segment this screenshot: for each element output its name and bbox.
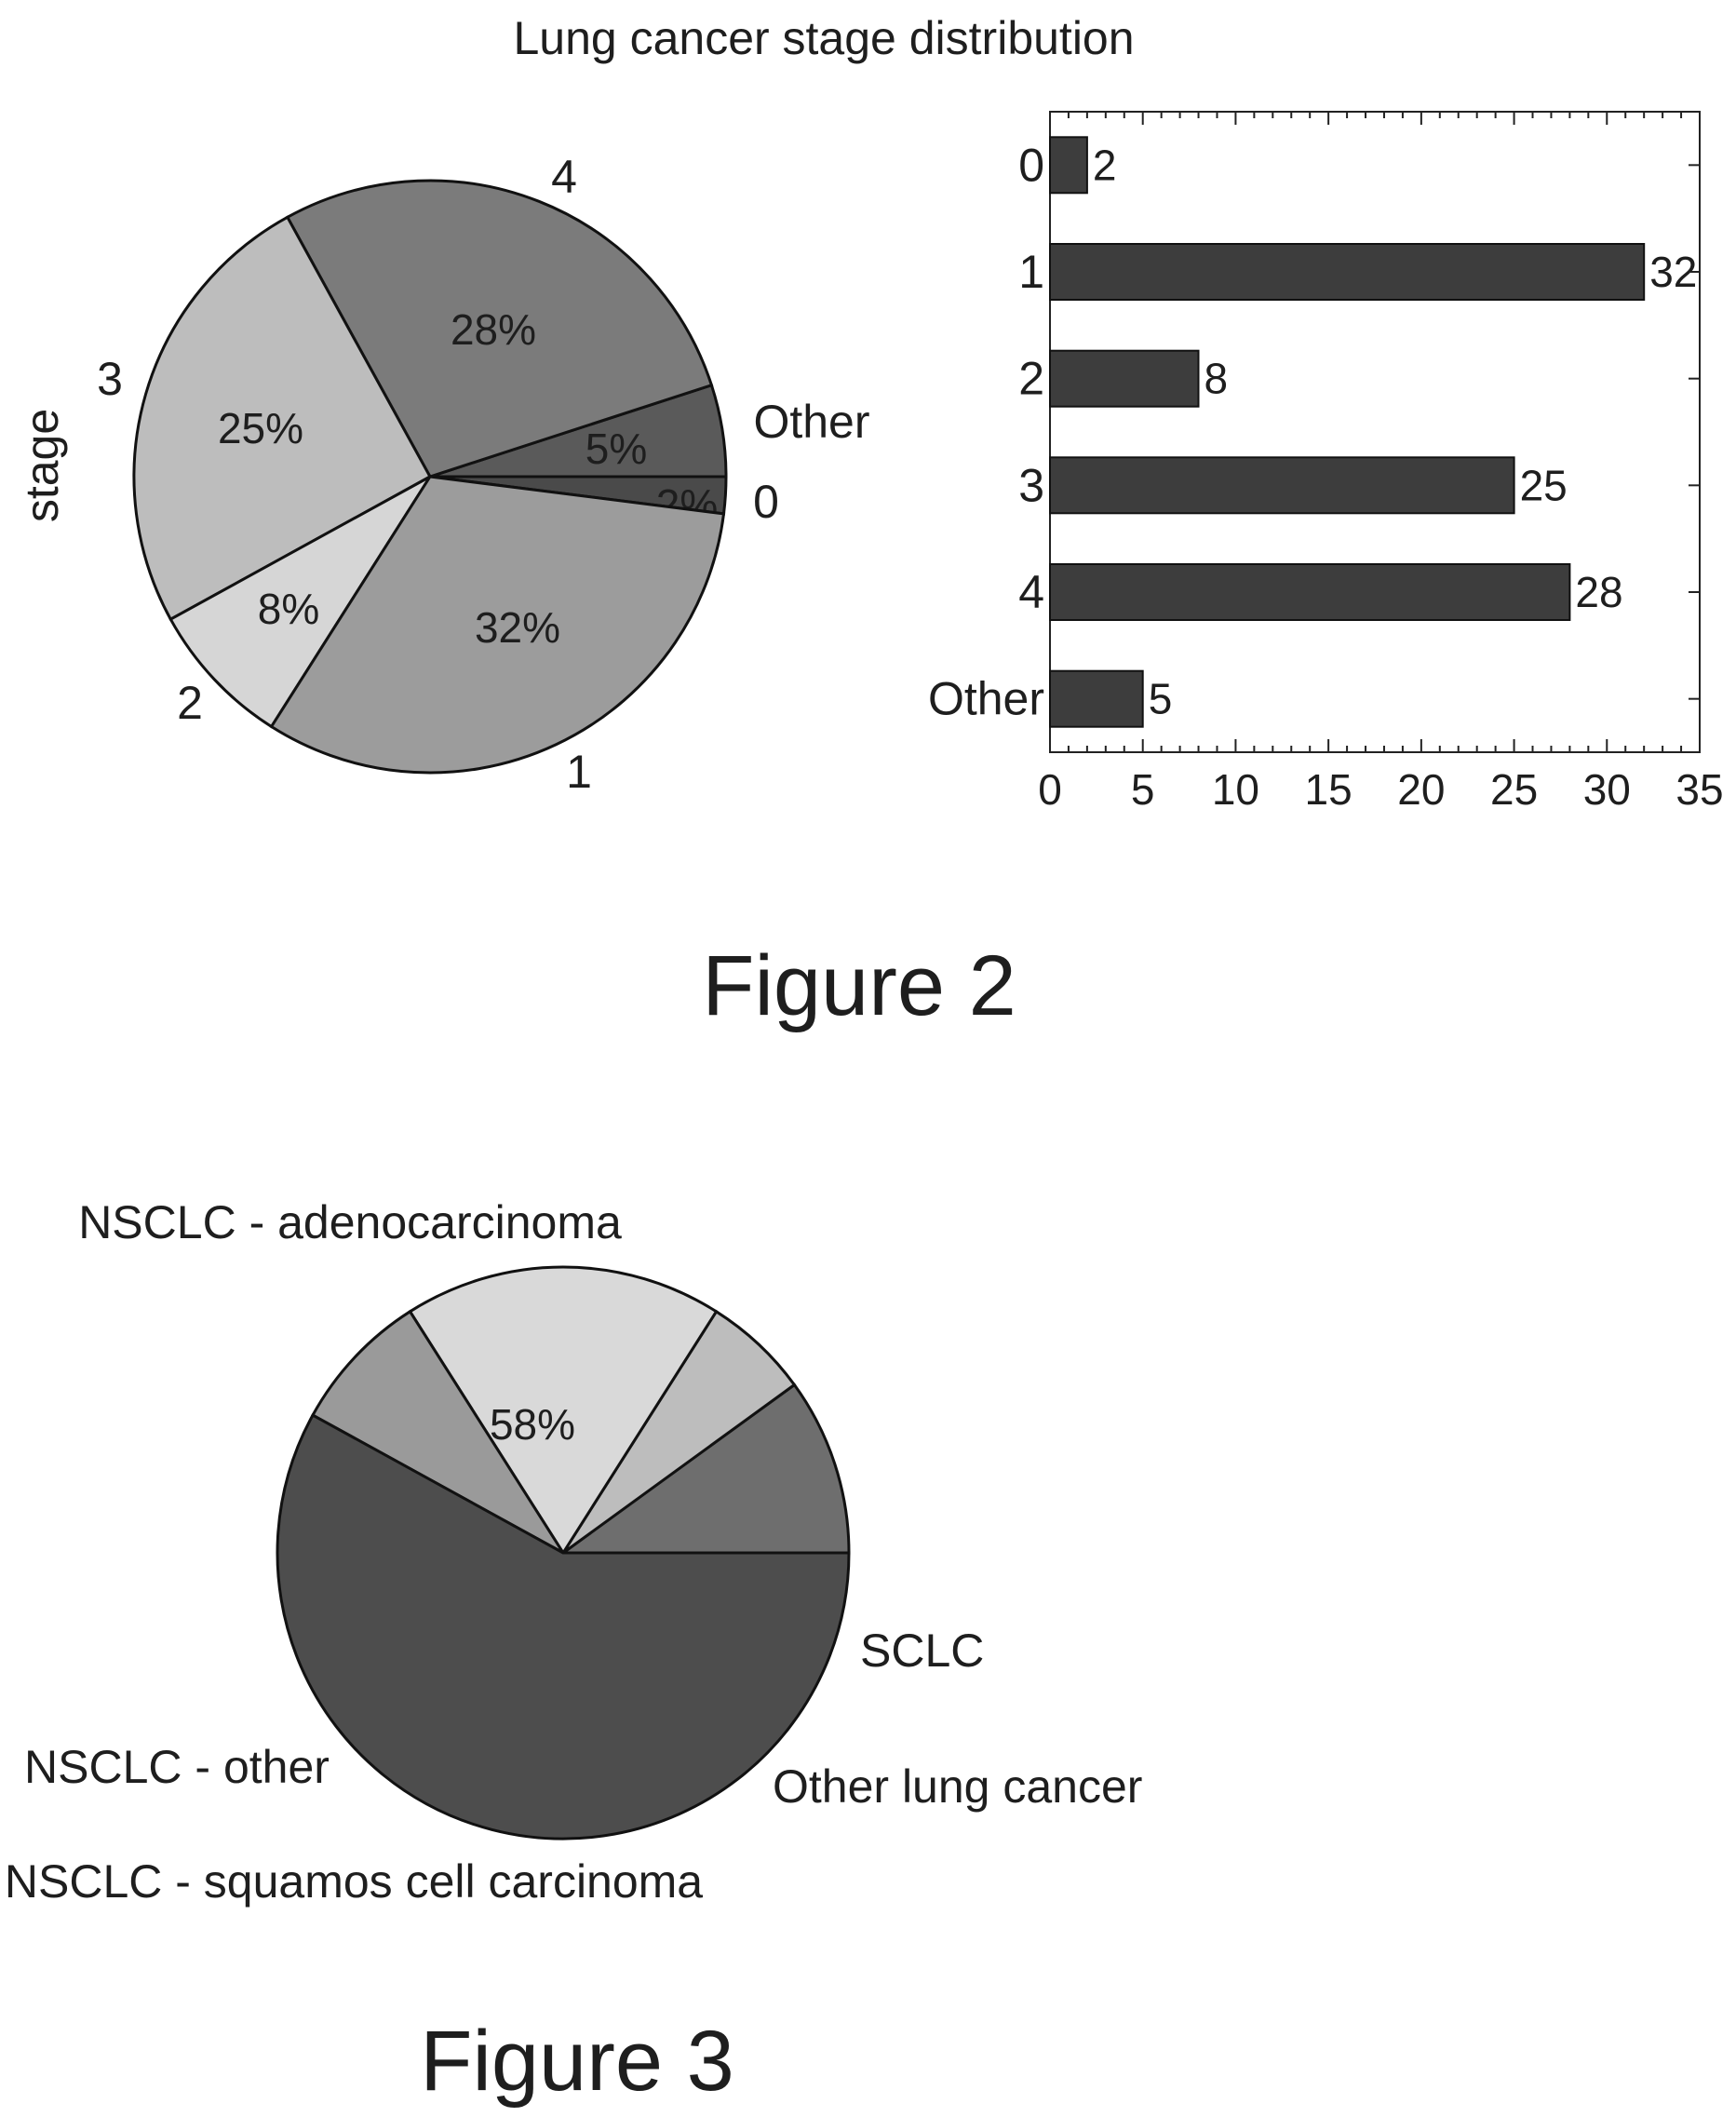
fig2-bar-category-1: 1	[1018, 246, 1044, 298]
fig2-bar-category-other: Other	[928, 673, 1044, 725]
fig3-slice-sclc	[558, 1382, 851, 1555]
fig2-bar-category-3: 3	[1018, 459, 1044, 511]
fig3-slice-label-nsclc-other: NSCLC - other	[24, 1741, 330, 1793]
fig2-slice-label-3: 3	[97, 353, 123, 405]
fig2-bar-category-2: 2	[1018, 353, 1044, 405]
fig2-pct-label-2: 8%	[258, 585, 319, 633]
fig2-bar-value-3: 25	[1520, 461, 1568, 509]
fig2-bar-x-tick-label-25: 25	[1490, 765, 1538, 814]
fig2-bar-other	[1049, 669, 1144, 728]
fig3-slice-label-nsclc-squamos-cell-carcinoma: NSCLC - squamos cell carcinoma	[5, 1855, 703, 1908]
fig3-slice-nsclc-squamos-cell-carcinoma	[408, 1265, 719, 1556]
figure3-caption: Figure 3	[420, 2014, 734, 2109]
fig2-bar-2	[1049, 349, 1200, 408]
fig2-bar-1	[1049, 243, 1646, 301]
fig2-bar-x-tick-label-20: 20	[1397, 765, 1445, 814]
figure2-caption: Figure 2	[702, 938, 1016, 1033]
fig2-slice-label-2: 2	[177, 677, 203, 729]
fig3-slice-label-other-lung-cancer: Other lung cancer	[773, 1760, 1142, 1813]
fig2-slice-3	[132, 215, 433, 622]
fig2-slice-4	[285, 179, 714, 479]
fig3-slice-nsclc-other	[310, 1309, 565, 1555]
fig2-slice-2	[168, 475, 432, 729]
fig2-bar-value-4: 28	[1575, 568, 1622, 616]
fig3-slice-label-nsclc-adenocarcinoma: NSCLC - adenocarcinoma	[78, 1196, 622, 1248]
fig2-bar-x-tick-label-0: 0	[1038, 765, 1062, 814]
figure3-pie-chart: 10%SCLC6%Other lung cancer18%NSCLC - squ…	[5, 1196, 1143, 1908]
fig3-slice-label-sclc: SCLC	[860, 1625, 984, 1677]
fig2-bar-value-0: 2	[1093, 141, 1117, 189]
fig3-slice-nsclc-adenocarcinoma	[276, 1413, 851, 1841]
fig3-pct-label-nsclc-adenocarcinoma: 58%	[490, 1400, 575, 1449]
fig2-pct-label-other: 5%	[585, 425, 647, 473]
fig2-bar-x-tick-label-15: 15	[1305, 765, 1352, 814]
fig2-bar-4	[1049, 563, 1571, 621]
figure2-title: Lung cancer stage distribution	[513, 12, 1134, 64]
fig2-bar-3	[1049, 456, 1515, 515]
figure2-pie-ylabel: stage	[16, 409, 68, 522]
fig2-bar-value-2: 8	[1204, 355, 1229, 403]
fig2-bar-plot-frame	[1049, 111, 1701, 753]
fig2-bar-x-tick-label-35: 35	[1675, 765, 1723, 814]
fig2-bar-x-tick-label-10: 10	[1212, 765, 1259, 814]
fig2-pct-label-4: 28%	[451, 305, 536, 354]
fig2-pct-label-1: 32%	[475, 603, 560, 652]
fig2-slice-label-0: 0	[753, 476, 779, 528]
fig2-bar-value-other: 5	[1149, 675, 1173, 723]
fig2-bar-x-tick-label-5: 5	[1131, 765, 1155, 814]
fig2-slice-1	[269, 475, 726, 775]
fig2-slice-label-4: 4	[551, 151, 577, 203]
fig2-pct-label-3: 25%	[218, 404, 303, 452]
fig2-slice-label-1: 1	[566, 746, 592, 798]
fig2-bar-x-tick-label-30: 30	[1583, 765, 1631, 814]
fig2-bar-0	[1049, 136, 1088, 195]
fig2-slice-label-other: Other	[753, 396, 869, 448]
fig2-bar-category-4: 4	[1018, 566, 1044, 618]
fig2-bar-category-0: 0	[1018, 139, 1044, 191]
